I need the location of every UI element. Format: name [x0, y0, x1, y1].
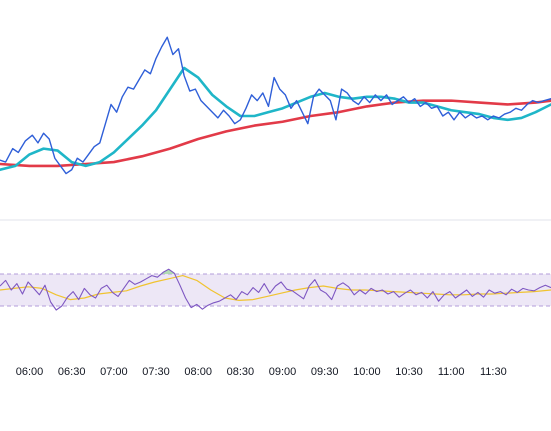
x-tick-label-10: 11:00: [438, 366, 465, 378]
x-tick-label-11: 11:30: [480, 366, 507, 378]
price-line: [0, 36, 551, 175]
x-tick-label-9: 10:30: [395, 366, 423, 378]
moving-average-fast-line: [0, 66, 551, 172]
rsi-line: [0, 268, 551, 311]
rsi-pane: [0, 268, 551, 311]
rsi-overbought-fill-0: [161, 269, 175, 274]
x-tick-label-7: 09:30: [311, 366, 339, 378]
x-tick-label-6: 09:00: [269, 366, 297, 378]
x-tick-label-4: 08:00: [184, 366, 212, 378]
x-tick-label-0: 06:00: [16, 366, 44, 378]
x-tick-label-8: 10:00: [353, 366, 381, 378]
x-tick-label-1: 06:30: [58, 366, 86, 378]
x-tick-label-3: 07:30: [142, 366, 170, 378]
rsi-band-fill: [0, 274, 551, 306]
price-pane: [0, 36, 551, 175]
x-tick-label-2: 07:00: [100, 366, 128, 378]
time-axis: 06:00 06:30 07:00 07:30 08:00 08:30 09:00 09:30…: [16, 366, 507, 378]
x-tick-label-5: 08:30: [227, 366, 255, 378]
